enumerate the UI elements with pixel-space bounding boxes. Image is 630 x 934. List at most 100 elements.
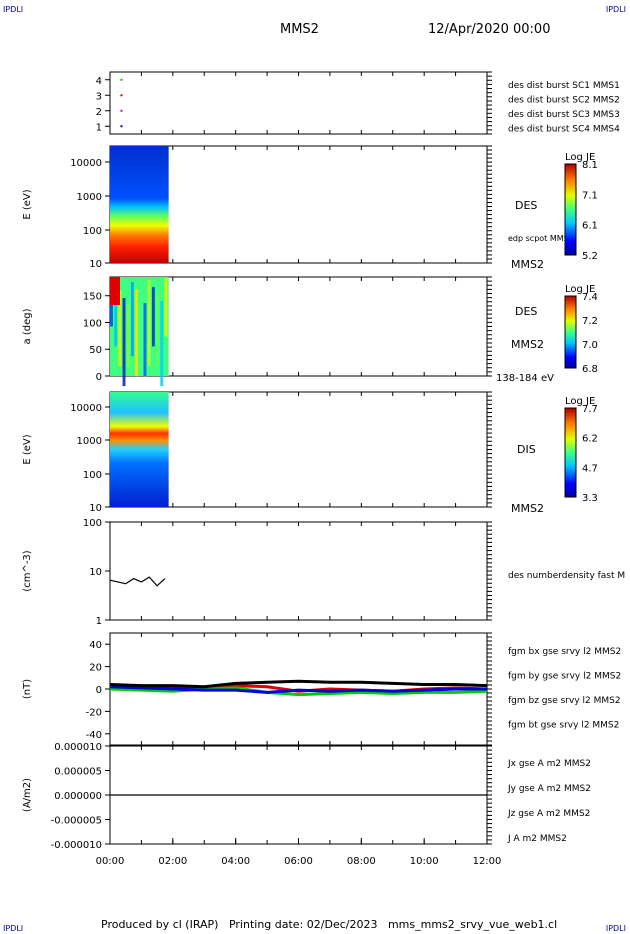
dis-energy-label: DIS	[517, 443, 536, 456]
dis-energy-colorbar-tick: 3.3	[582, 493, 598, 504]
density-axis-tick-label: 100	[83, 518, 102, 529]
bfield-line-4	[109, 679, 488, 689]
dis-energy-colorbar-tick: 7.7	[582, 404, 598, 415]
des-energy-axis-tick-label: 10000	[70, 158, 102, 169]
burst-marker-mms4	[120, 78, 123, 81]
des-pitch-colorbar-tick: 7.2	[582, 316, 598, 327]
dis-energy-ylabel: E (eV)	[22, 434, 33, 464]
current-legend-2: Jy gse A m2 MMS2	[507, 784, 591, 794]
footer-credit: Produced by cl (IRAP) Printing date: 02/…	[101, 918, 558, 931]
bfield-ylabel: (nT)	[22, 679, 33, 699]
panel-frame-1	[109, 71, 488, 135]
des-pitch-sc: MMS2	[511, 338, 544, 351]
scpot-label: edp scpot MMS2	[508, 234, 574, 243]
dis-energy-spectrogram	[110, 392, 169, 507]
time-tick-label: 08:00	[347, 856, 376, 867]
des-energy-ylabel: E (eV)	[22, 189, 33, 219]
des-pitch-stripe	[139, 296, 143, 357]
dis-energy-colorbar-tick: 6.2	[582, 434, 598, 445]
bfield-axis-tick-label: 40	[89, 640, 102, 651]
des-energy-colorbar-tick: 5.2	[582, 251, 598, 262]
bfield-line-2	[109, 686, 488, 697]
current-axis-tick-label: 0.000005	[54, 767, 102, 778]
dis-energy-axis-tick-label: 10000	[70, 403, 102, 414]
burst-legend-mms4: des dist burst SC4 MMS4	[508, 125, 620, 135]
header-spacecraft: MMS2	[280, 22, 319, 37]
burst-marker-mms3	[120, 94, 123, 97]
des-pitch-hot	[110, 277, 120, 305]
des-energy-axis-tick-label: 100	[83, 226, 102, 237]
des-energy-colorbar-bar	[564, 163, 577, 256]
current-axis-tick-label: 0.000010	[54, 742, 102, 753]
burst-legend-mms1: des dist burst SC1 MMS1	[508, 81, 620, 91]
burst-legend-mms2: des dist burst SC2 MMS2	[508, 96, 620, 106]
time-tick-label: 06:00	[284, 856, 313, 867]
des-pitch-axis-tick-label: 50	[89, 345, 102, 356]
dis-energy-axis-tick-label: 10	[89, 503, 102, 514]
des-energy-axis-tick-label: 1000	[77, 192, 102, 203]
des-pitch-stripe	[164, 278, 168, 337]
des-energy-colorbar-title: Log JE	[565, 152, 595, 163]
des-pitch-axis-tick-label: 0	[96, 372, 102, 383]
bfield-legend-3: fgm bz gse srvy l2 MMS2	[508, 696, 621, 706]
bfield-legend-4: fgm bt gse srvy l2 MMS2	[508, 721, 619, 731]
des-pitch-range: 138-184 eV	[496, 373, 554, 384]
density-axis-tick-label: 10	[89, 567, 102, 578]
des-pitch-stripe	[114, 284, 118, 347]
des-pitch-ylabel: a (deg)	[22, 308, 33, 344]
density-legend: des numberdensity fast M	[508, 571, 625, 581]
density-ylabel: (cm^-3)	[22, 550, 33, 591]
des-pitch-colorbar-bar	[564, 295, 577, 369]
des-energy-colorbar-tick: 7.1	[582, 190, 598, 201]
time-tick-label: 12:00	[473, 856, 502, 867]
density-axis-tick-label: 1	[96, 616, 102, 627]
header-datetime: 12/Apr/2020 00:00	[428, 22, 551, 37]
des-pitch-colorbar-tick: 7.4	[582, 292, 598, 303]
des-pitch-label: DES	[515, 305, 537, 318]
time-tick-label: 10:00	[410, 856, 439, 867]
des-energy-spectrogram	[110, 146, 169, 263]
time-tick-label: 02:00	[158, 856, 187, 867]
des-pitch-stripe	[135, 289, 139, 377]
des-pitch-colorbar-tick: 6.8	[582, 364, 598, 375]
current-legend-4: J A m2 MMS2	[507, 834, 567, 844]
des-energy-axis-tick-label: 10	[89, 259, 102, 270]
des-pitch-stripe	[143, 303, 147, 377]
des-pitch-colorbar-title: Log JE	[565, 284, 595, 295]
current-legend-3: Jz gse A m2 MMS2	[507, 809, 590, 819]
corner-label-bottom-left: IPDLI	[3, 924, 24, 933]
current-axis-tick-label: -0.000005	[51, 816, 102, 827]
burst-axis-tick-label: 4	[96, 76, 102, 87]
burst-axis-tick-label: 1	[96, 122, 102, 133]
dis-energy-sc: MMS2	[511, 502, 544, 515]
burst-marker-mms1	[120, 125, 123, 128]
bfield-axis-tick-label: 20	[89, 663, 102, 674]
des-pitch-stripe	[118, 291, 122, 367]
bfield-legend-1: fgm bx gse srvy l2 MMS2	[508, 647, 621, 657]
des-energy-label: DES	[515, 199, 537, 212]
des-pitch-stripe	[160, 301, 164, 387]
time-tick-label: 00:00	[96, 856, 125, 867]
burst-legend-mms3: des dist burst SC3 MMS3	[508, 110, 620, 120]
des-pitch-axis-tick-label: 100	[83, 318, 102, 329]
des-energy-sc: MMS2	[511, 258, 544, 271]
des-energy-colorbar-tick: 8.1	[582, 160, 598, 171]
des-pitch-stripe	[156, 294, 160, 367]
corner-label-top-right: IPDLI	[605, 5, 626, 14]
current-ylabel: (A/m2)	[22, 778, 33, 812]
des-pitch-colorbar-tick: 7.0	[582, 340, 598, 351]
bfield-axis-tick-label: -20	[86, 707, 102, 718]
des-pitch-axis-tick-label: 150	[83, 292, 102, 303]
des-energy-colorbar-tick: 6.1	[582, 221, 598, 232]
current-axis-tick-label: -0.000010	[51, 840, 102, 851]
burst-axis-tick-label: 2	[96, 107, 102, 118]
bfield-axis-tick-label: -40	[86, 730, 102, 741]
des-pitch-stripe	[122, 298, 126, 387]
des-pitch-stripe	[130, 282, 134, 357]
current-axis-tick-label: 0.000000	[54, 791, 102, 802]
bfield-legend-2: fgm by gse srvy l2 MMS2	[508, 672, 621, 682]
bfield-line-3	[109, 685, 487, 694]
density-line	[109, 576, 166, 587]
burst-marker-mms2	[120, 109, 123, 112]
